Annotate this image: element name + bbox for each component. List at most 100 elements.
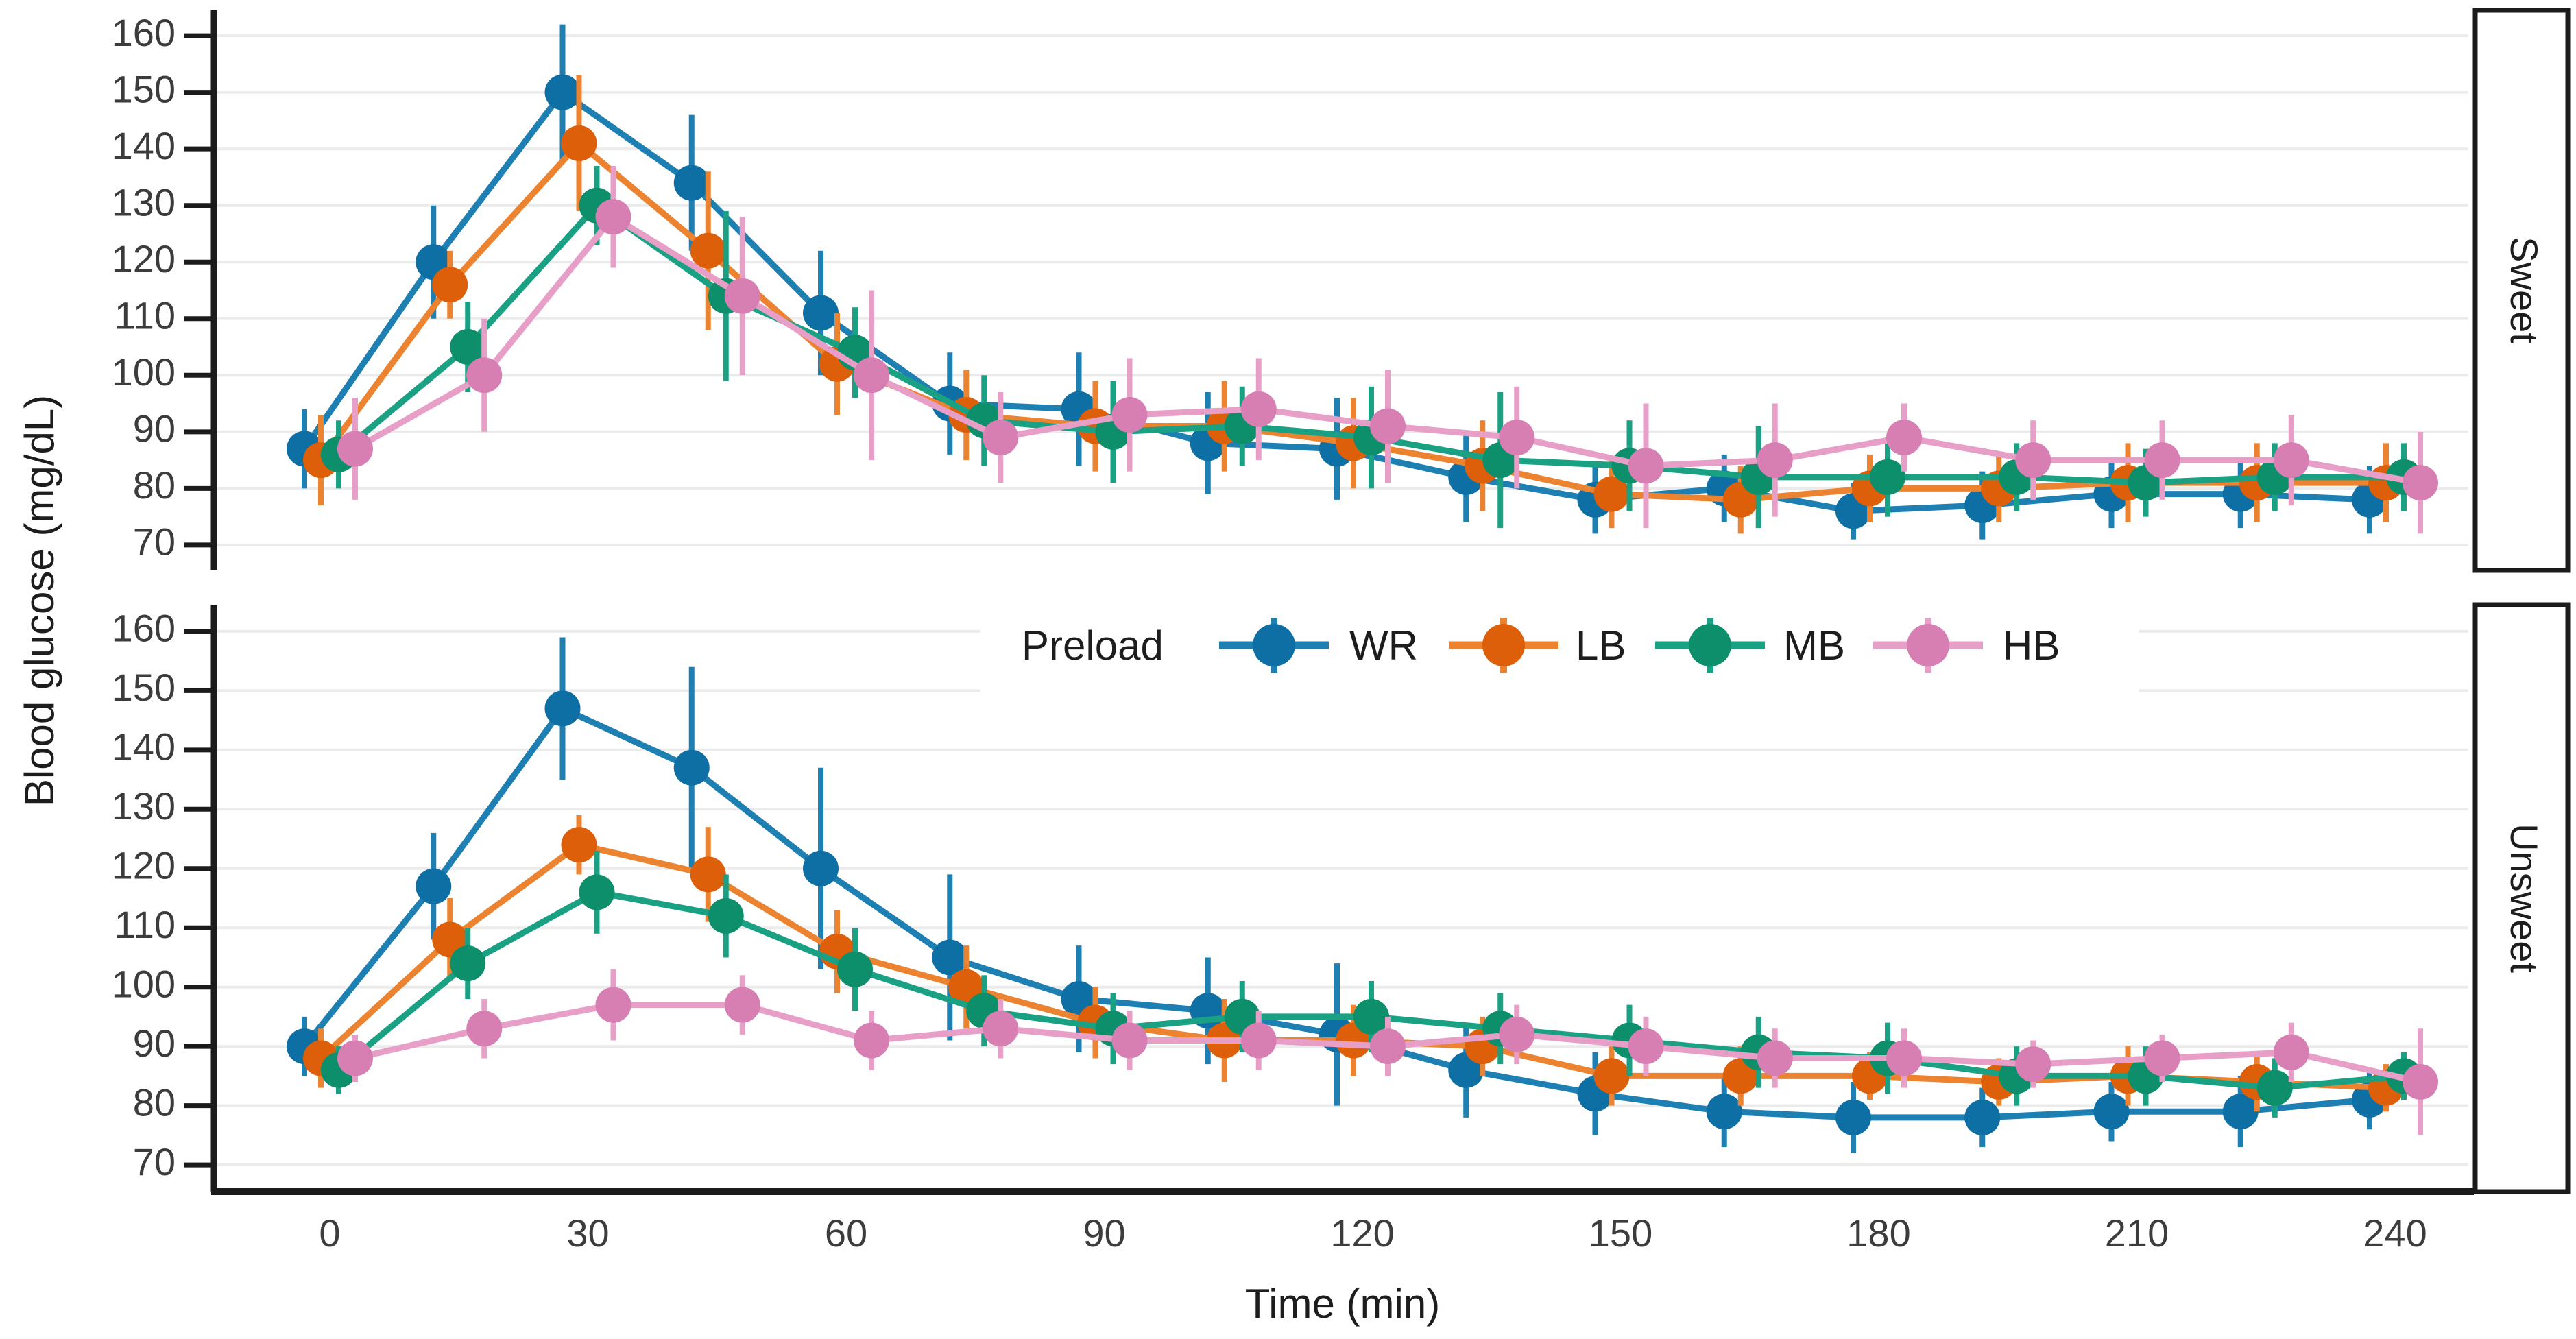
point-lb xyxy=(690,232,726,269)
point-hb xyxy=(1240,391,1277,427)
point-lb xyxy=(1593,1058,1630,1094)
x-axis-title: Time (min) xyxy=(1245,1281,1440,1327)
point-lb xyxy=(561,827,597,863)
legend-key-dot xyxy=(1907,624,1949,666)
point-lb xyxy=(561,125,597,161)
gridlines xyxy=(217,34,2468,1167)
x-tick-label: 150 xyxy=(1589,1211,1652,1255)
point-hb xyxy=(1886,420,1922,456)
point-hb xyxy=(1757,1040,1793,1076)
point-hb xyxy=(337,1040,373,1076)
point-hb xyxy=(595,199,631,235)
series-mb-sweet xyxy=(321,165,2422,529)
y-tick-label: 110 xyxy=(115,903,176,946)
series-lb-unsweet xyxy=(303,815,2404,1112)
point-mb xyxy=(450,329,486,365)
y-tick-label: 100 xyxy=(112,962,176,1005)
point-wr xyxy=(2222,1094,2259,1130)
legend: Preload WR LB MB HB xyxy=(980,603,2139,706)
point-hb xyxy=(854,1022,889,1059)
y-tick-label: 80 xyxy=(133,463,176,507)
point-wr xyxy=(2093,1094,2130,1130)
point-wr xyxy=(803,295,839,331)
x-tick-label: 240 xyxy=(2363,1211,2427,1255)
point-hb xyxy=(1111,1022,1148,1059)
point-lb xyxy=(1593,476,1630,512)
legend-key-dot xyxy=(1689,624,1731,666)
y-tick-label: 140 xyxy=(112,725,176,769)
y-tick-label: 90 xyxy=(133,1022,176,1065)
point-hb xyxy=(1370,408,1406,444)
legend-key-dot xyxy=(1253,624,1295,666)
point-hb xyxy=(337,431,373,467)
y-tick-label: 70 xyxy=(133,1140,176,1183)
point-hb xyxy=(1499,1016,1535,1052)
point-hb xyxy=(1628,448,1664,484)
facet-label-sweet: Sweet xyxy=(2503,237,2546,343)
point-wr xyxy=(1706,1094,1742,1130)
y-tick-label: 160 xyxy=(112,607,176,650)
point-lb xyxy=(690,856,726,893)
y-tick-label: 120 xyxy=(112,237,176,280)
point-hb xyxy=(1370,1028,1406,1065)
series-lb-sweet xyxy=(303,75,2404,534)
point-hb xyxy=(466,357,503,394)
point-hb xyxy=(2015,442,2051,479)
legend-item-lb xyxy=(1449,618,1558,673)
facet-strip-unsweet xyxy=(2472,602,2571,1194)
legend-item-hb xyxy=(1873,618,1983,673)
point-hb xyxy=(983,1011,1019,1047)
point-wr xyxy=(544,74,581,110)
point-hb xyxy=(1499,420,1535,456)
x-tick-label: 0 xyxy=(319,1211,340,1255)
point-wr xyxy=(1964,1099,2001,1135)
point-hb xyxy=(2144,442,2180,479)
point-wr xyxy=(1835,1099,1871,1135)
y-tick-label: 90 xyxy=(133,407,176,450)
y-tick-label: 110 xyxy=(115,294,176,337)
point-mb xyxy=(1870,459,1905,495)
point-hb xyxy=(983,420,1019,456)
facet-strips: Sweet Unsweet xyxy=(2472,8,2571,1194)
y-tick-label: 130 xyxy=(112,181,176,224)
point-hb xyxy=(1240,1022,1277,1059)
y-tick-label: 130 xyxy=(112,784,176,828)
legend-item-mb xyxy=(1655,618,1765,673)
point-hb xyxy=(1886,1040,1922,1076)
facet-strip-sweet xyxy=(2472,8,2571,573)
facet-label-unsweet: Unsweet xyxy=(2503,823,2546,973)
point-hb xyxy=(595,987,631,1023)
legend-item-wr xyxy=(1219,618,1329,673)
point-wr xyxy=(673,165,710,201)
series-hb-sweet xyxy=(337,165,2438,534)
y-tick-label: 120 xyxy=(112,844,176,887)
point-lb xyxy=(432,267,468,303)
legend-item-lb-label: LB xyxy=(1576,623,1626,668)
point-hb xyxy=(2273,1034,2309,1070)
series-wr-unsweet xyxy=(287,637,2387,1153)
point-wr xyxy=(932,939,968,976)
x-tick-label: 120 xyxy=(1330,1211,1394,1255)
y-axis-title: Blood glucose (mg/dL) xyxy=(16,395,62,806)
point-wr xyxy=(803,850,839,886)
point-hb xyxy=(1111,397,1148,433)
legend-key-dot xyxy=(1482,624,1525,666)
y-tick-label: 100 xyxy=(112,350,176,394)
point-mb xyxy=(1353,998,1389,1035)
point-hb xyxy=(724,987,760,1023)
point-wr xyxy=(673,749,710,786)
point-mb xyxy=(708,897,744,934)
y-tick-label: 150 xyxy=(112,666,176,709)
y-tick-label: 70 xyxy=(133,520,176,564)
x-tick-label: 30 xyxy=(566,1211,609,1255)
point-wr xyxy=(416,868,452,904)
point-hb xyxy=(724,278,760,314)
point-hb xyxy=(854,357,889,394)
y-tick-label: 160 xyxy=(112,11,176,54)
point-hb xyxy=(2403,465,2438,501)
series-hb-unsweet xyxy=(337,969,2438,1135)
x-tick-label: 60 xyxy=(825,1211,867,1255)
series-mb-unsweet xyxy=(321,850,2422,1118)
legend-item-hb-label: HB xyxy=(2003,623,2060,668)
